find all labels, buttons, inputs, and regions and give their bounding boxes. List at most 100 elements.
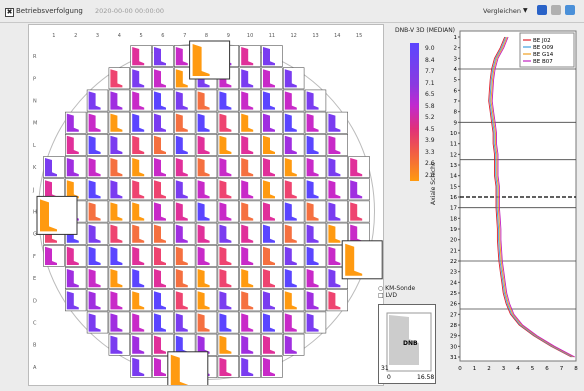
fuel-assembly[interactable] (239, 111, 261, 134)
fuel-assembly[interactable] (64, 111, 87, 134)
fuel-assembly[interactable] (239, 67, 261, 90)
fuel-assembly[interactable] (283, 311, 305, 334)
fuel-assembly[interactable] (239, 333, 261, 356)
fuel-assembly[interactable] (217, 89, 239, 112)
fuel-assembly[interactable] (217, 355, 239, 378)
fuel-assembly[interactable] (348, 222, 370, 245)
fuel-assembly[interactable] (152, 111, 174, 134)
fuel-assembly[interactable] (86, 200, 109, 223)
fuel-assembly[interactable] (86, 222, 109, 245)
fuel-assembly[interactable] (217, 156, 239, 179)
fuel-assembly[interactable] (304, 89, 327, 112)
fuel-assembly[interactable] (86, 289, 109, 312)
fuel-assembly[interactable] (304, 222, 327, 245)
save-icon[interactable] (537, 5, 547, 15)
fuel-assembly[interactable] (283, 67, 305, 90)
fuel-assembly[interactable] (86, 156, 109, 179)
fuel-assembly[interactable] (152, 89, 174, 112)
fuel-assembly[interactable] (86, 111, 109, 134)
fuel-assembly[interactable] (239, 289, 261, 312)
fuel-assembly[interactable] (152, 200, 174, 223)
detail-assembly[interactable] (167, 351, 209, 386)
fuel-assembly[interactable] (283, 89, 305, 112)
fuel-assembly[interactable] (64, 178, 87, 201)
fuel-assembly[interactable] (217, 289, 239, 312)
fuel-assembly[interactable] (239, 267, 261, 290)
fuel-assembly[interactable] (86, 89, 109, 112)
fuel-assembly[interactable] (130, 200, 152, 223)
fuel-assembly[interactable] (304, 289, 327, 312)
compare-dropdown-icon[interactable]: ▼ (523, 7, 528, 14)
fuel-assembly[interactable] (326, 200, 348, 223)
fuel-assembly[interactable] (283, 200, 305, 223)
fuel-assembly[interactable] (348, 200, 370, 223)
fuel-assembly[interactable] (261, 267, 283, 290)
fuel-assembly[interactable] (283, 333, 305, 356)
detail-assembly[interactable] (36, 195, 78, 235)
fuel-assembly[interactable] (348, 156, 370, 179)
fuel-assembly[interactable] (261, 245, 283, 267)
fuel-assembly[interactable] (152, 311, 174, 334)
fuel-assembly[interactable] (239, 134, 261, 156)
mini-preview[interactable]: 31 0 16.58 DNB (378, 304, 436, 384)
print-icon[interactable] (551, 5, 561, 15)
fuel-assembly[interactable] (326, 134, 348, 156)
fuel-assembly[interactable] (217, 134, 239, 156)
fuel-assembly[interactable] (195, 156, 218, 179)
fuel-assembly[interactable] (326, 289, 348, 312)
fuel-assembly[interactable] (239, 200, 261, 223)
fuel-assembly[interactable] (174, 134, 196, 156)
fuel-assembly[interactable] (304, 311, 327, 334)
fuel-assembly[interactable] (108, 289, 131, 312)
fuel-assembly[interactable] (174, 333, 196, 356)
fuel-assembly[interactable] (108, 222, 131, 245)
fuel-assembly[interactable] (152, 222, 174, 245)
fuel-assembly[interactable] (217, 333, 239, 356)
fuel-assembly[interactable] (195, 289, 218, 312)
fuel-assembly[interactable] (130, 333, 152, 356)
fuel-assembly[interactable] (217, 111, 239, 134)
fuel-assembly[interactable] (304, 111, 327, 134)
fuel-assembly[interactable] (283, 134, 305, 156)
fuel-assembly[interactable] (64, 156, 87, 179)
fuel-assembly[interactable] (195, 245, 218, 267)
fuel-assembly[interactable] (130, 156, 152, 179)
fuel-assembly[interactable] (130, 178, 152, 201)
fuel-assembly[interactable] (283, 267, 305, 290)
fuel-assembly[interactable] (86, 245, 109, 267)
tracking-checkbox[interactable]: ✖ (5, 8, 14, 17)
fuel-assembly[interactable] (261, 222, 283, 245)
fuel-assembly[interactable] (152, 134, 174, 156)
fuel-assembly[interactable] (283, 178, 305, 201)
fuel-assembly[interactable] (152, 289, 174, 312)
fuel-assembly[interactable] (195, 200, 218, 223)
fuel-assembly[interactable] (174, 89, 196, 112)
fuel-assembly[interactable] (195, 89, 218, 112)
fuel-assembly[interactable] (217, 267, 239, 290)
fuel-assembly[interactable] (152, 156, 174, 179)
fuel-assembly[interactable] (304, 178, 327, 201)
fuel-assembly[interactable] (304, 156, 327, 179)
fuel-assembly[interactable] (283, 222, 305, 245)
fuel-assembly[interactable] (130, 111, 152, 134)
refresh-icon[interactable] (565, 5, 575, 15)
fuel-assembly[interactable] (304, 267, 327, 290)
fuel-assembly[interactable] (239, 89, 261, 112)
fuel-assembly[interactable] (43, 156, 65, 179)
fuel-assembly[interactable] (86, 134, 109, 156)
fuel-assembly[interactable] (217, 311, 239, 334)
fuel-assembly[interactable] (108, 245, 131, 267)
fuel-assembly[interactable] (304, 134, 327, 156)
fuel-assembly[interactable] (326, 222, 348, 245)
fuel-assembly[interactable] (130, 89, 152, 112)
fuel-assembly[interactable] (261, 67, 283, 90)
fuel-assembly[interactable] (283, 156, 305, 179)
fuel-assembly[interactable] (261, 355, 283, 378)
fuel-assembly[interactable] (130, 311, 152, 334)
fuel-assembly[interactable] (283, 289, 305, 312)
fuel-assembly[interactable] (130, 134, 152, 156)
fuel-assembly[interactable] (86, 267, 109, 290)
compare-label[interactable]: Vergleichen (483, 7, 522, 15)
fuel-assembly[interactable] (130, 222, 152, 245)
fuel-assembly[interactable] (108, 178, 131, 201)
